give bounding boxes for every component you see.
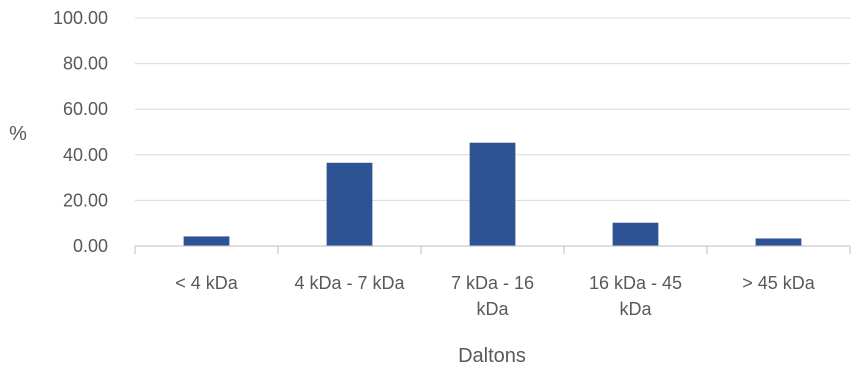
x-tick-label: 4 kDa - 7 kDa <box>294 273 405 293</box>
gridlines <box>135 17 850 201</box>
bar <box>612 222 659 246</box>
x-axis <box>134 245 851 254</box>
y-tick-label: 40.00 <box>63 145 108 165</box>
y-axis-title: % <box>9 123 27 145</box>
bar <box>326 162 373 246</box>
x-tick-label: 16 kDa - 45 kDa <box>589 273 682 319</box>
y-tick-label: 60.00 <box>63 99 108 119</box>
y-tick-label: 20.00 <box>63 190 108 210</box>
x-tick-label: < 4 kDa <box>175 273 239 293</box>
bars <box>183 142 802 246</box>
x-tick-labels: < 4 kDa 4 kDa - 7 kDa 7 kDa - 16 kDa 16 kDa … <box>175 273 816 319</box>
x-axis-title: Daltons <box>458 345 526 367</box>
y-tick-label: 80.00 <box>63 54 108 74</box>
x-tick-label: > 45 kDa <box>742 273 816 293</box>
y-tick-label: 0.00 <box>73 236 108 256</box>
bar <box>755 238 802 246</box>
y-tick-labels: 0.00 20.00 40.00 60.00 80.00 100.00 <box>53 8 108 256</box>
y-tick-label: 100.00 <box>53 8 108 28</box>
bar <box>469 142 516 246</box>
bar <box>183 236 230 246</box>
x-tick-label: 7 kDa - 16 kDa <box>451 273 534 319</box>
